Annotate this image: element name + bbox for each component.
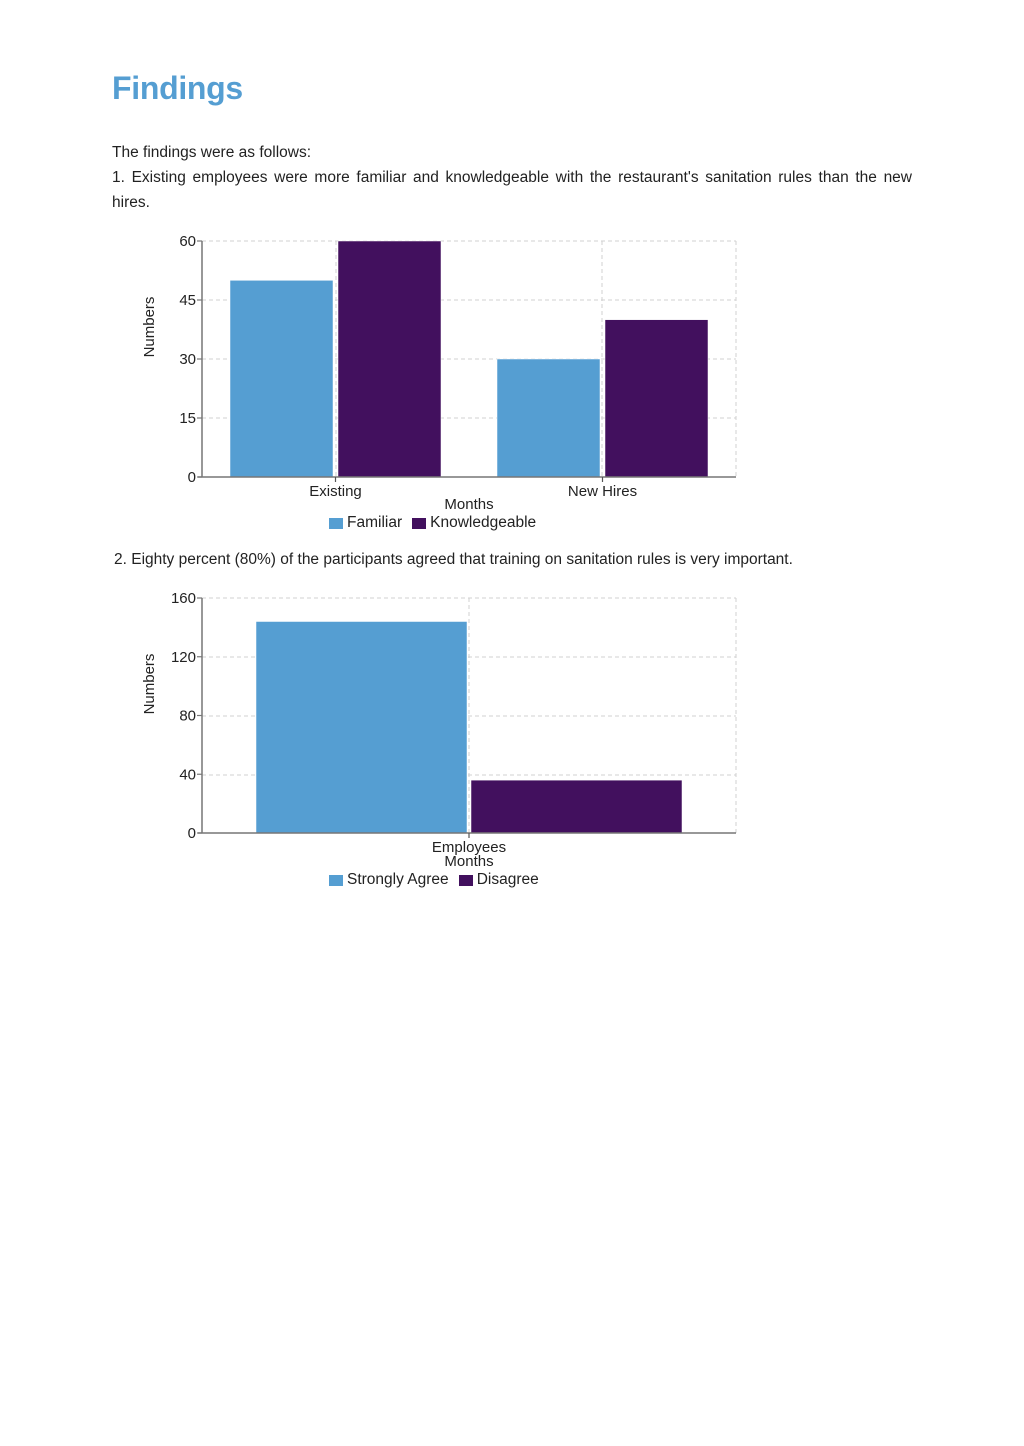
bar-disagree <box>470 779 683 834</box>
legend-label: Familiar <box>347 514 403 531</box>
y-tick-label: 45 <box>179 292 196 309</box>
y-axis-label: Numbers <box>141 654 158 715</box>
bars <box>255 621 683 834</box>
y-axis-label: Numbers <box>141 297 158 358</box>
legend-swatch-strongly-agree <box>329 874 343 886</box>
chart-familiarity-svg: 0 15 30 45 60 Existing New Hires Numbers Mont… <box>141 233 737 513</box>
y-tick-label: 120 <box>171 649 196 666</box>
legend-item-disagree: Disagree <box>458 871 539 889</box>
legend-label: Knowledgeable <box>430 514 537 531</box>
bar-familiar <box>229 280 334 478</box>
x-ticks: Existing New Hires <box>309 477 637 500</box>
legend-item-strongly-agree: Strongly Agree <box>329 871 449 889</box>
legend-swatch-disagree <box>458 874 473 886</box>
x-ticks: Employees <box>432 833 506 856</box>
bars <box>229 240 709 478</box>
y-tick-label: 0 <box>188 469 196 486</box>
chart-legend: Familiar Knowledgeable <box>329 514 546 532</box>
y-tick-label: 30 <box>179 351 196 368</box>
y-tick-label: 160 <box>171 590 196 607</box>
x-tick-label: Employees <box>432 839 506 856</box>
legend-item-familiar: Familiar <box>329 514 402 532</box>
y-tick-label: 60 <box>179 233 196 250</box>
chart-training-importance-svg: 0 40 80 120 160 Employees Numbers Months <box>141 590 737 870</box>
page-title: Findings <box>112 70 243 106</box>
y-tick-label: 0 <box>188 825 196 842</box>
legend-swatch-knowledgeable <box>412 517 427 529</box>
x-tick-label: Existing <box>309 483 362 500</box>
bar-knowledgeable <box>337 240 442 478</box>
chart-training-importance: 0 40 80 120 160 Employees Numbers Months Str… <box>130 585 770 895</box>
y-tick-label: 80 <box>179 708 196 725</box>
bar-strongly-agree <box>255 621 468 834</box>
legend-swatch-familiar <box>329 517 343 529</box>
finding-2-text: 2. Eighty percent (80%) of the participa… <box>114 551 793 568</box>
grid-lines <box>202 597 737 833</box>
legend-item-knowledgeable: Knowledgeable <box>412 514 536 532</box>
finding-1-text: 1. Existing employees were more familiar… <box>112 169 912 211</box>
y-ticks: 0 40 80 120 160 <box>171 590 202 842</box>
x-axis-label: Months <box>444 853 493 870</box>
findings-intro: The findings were as follows: <box>112 144 312 161</box>
chart-legend: Strongly Agree Disagree <box>329 871 549 889</box>
y-tick-label: 40 <box>179 766 196 783</box>
bar-knowledgeable <box>604 319 709 478</box>
y-tick-label: 15 <box>179 410 196 427</box>
x-tick-label: New Hires <box>568 483 637 500</box>
x-axis-label: Months <box>444 496 493 513</box>
legend-label: Strongly Agree <box>347 871 449 888</box>
y-ticks: 0 15 30 45 60 <box>179 233 202 486</box>
legend-label: Disagree <box>476 871 539 888</box>
bar-familiar <box>496 358 601 478</box>
chart-familiarity: 0 15 30 45 60 Existing New Hires Numbers Mont… <box>130 228 770 538</box>
